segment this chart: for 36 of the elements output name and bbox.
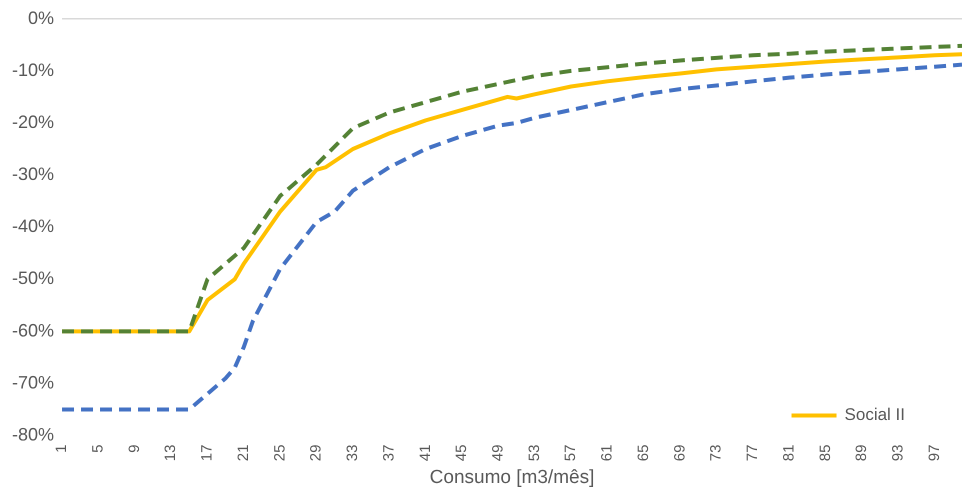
x-tick-label: 25 (271, 444, 288, 462)
x-tick-label: 49 (490, 444, 507, 462)
x-tick-label: 81 (780, 444, 798, 462)
y-tick-label: -80% (12, 424, 54, 444)
x-tick-label: 61 (598, 444, 616, 462)
x-tick-label: 97 (926, 444, 943, 462)
y-tick-label: -40% (12, 216, 54, 236)
x-tick-label: 93 (890, 444, 907, 462)
x-axis-title: Consumo [m3/mês] (430, 466, 594, 488)
x-tick-label: 85 (816, 444, 834, 462)
x-tick-label: 45 (453, 444, 470, 462)
y-tick-label: 0% (28, 8, 54, 28)
y-tick-label: -50% (12, 268, 54, 288)
x-tick-label: 57 (562, 444, 580, 462)
x-tick-label: 29 (308, 444, 325, 462)
y-tick-label: -30% (12, 164, 54, 184)
legend-label: Social II (844, 405, 906, 424)
x-tick-label: 5 (90, 444, 107, 453)
x-tick-label: 69 (671, 444, 688, 462)
y-tick-label: -70% (12, 372, 54, 392)
x-tick-label: 53 (526, 444, 543, 462)
y-tick-label: -10% (12, 60, 54, 80)
x-tick-label: 77 (744, 444, 762, 462)
x-tick-label: 9 (126, 444, 143, 453)
x-tick-label: 65 (634, 444, 652, 462)
x-tick-label: 1 (53, 444, 70, 453)
x-tick-label: 21 (234, 444, 252, 462)
x-tick-label: 73 (708, 444, 725, 462)
x-tick-label: 37 (380, 444, 398, 462)
x-tick-label: 13 (162, 444, 180, 462)
y-tick-label: -20% (12, 112, 54, 132)
x-tick-label: 17 (198, 444, 216, 462)
x-tick-label: 41 (416, 444, 434, 462)
y-tick-label: -60% (12, 320, 54, 340)
x-tick-label: 89 (853, 444, 870, 462)
x-tick-label: 33 (344, 444, 362, 462)
